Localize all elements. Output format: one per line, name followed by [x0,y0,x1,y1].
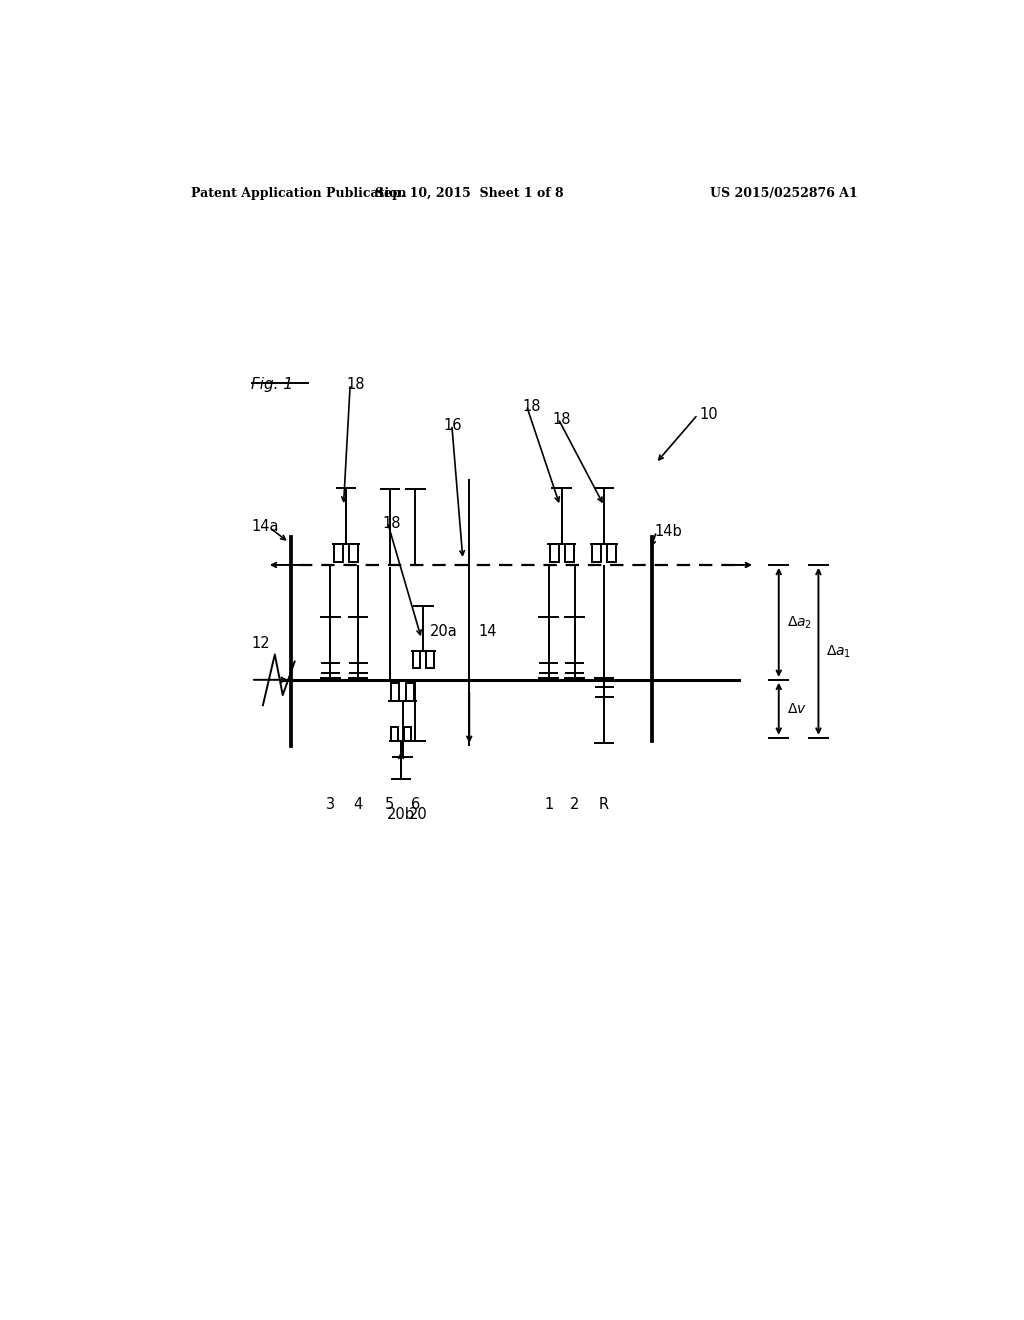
Text: 16: 16 [443,417,463,433]
Text: 18: 18 [346,378,365,392]
Text: 18: 18 [522,399,541,414]
Text: $\Delta a_2$: $\Delta a_2$ [786,614,812,631]
Text: 20: 20 [409,807,428,822]
Text: Sep. 10, 2015  Sheet 1 of 8: Sep. 10, 2015 Sheet 1 of 8 [375,187,563,199]
Bar [391,726,398,741]
Text: 20a: 20a [430,624,458,639]
Bar [413,651,421,668]
Text: Patent Application Publication: Patent Application Publication [191,187,407,199]
Bar [349,544,357,562]
Bar [391,682,399,701]
Bar [565,544,573,562]
Text: R: R [599,797,609,812]
Text: 14: 14 [479,624,498,639]
Bar [607,544,616,562]
Text: 14b: 14b [654,524,682,540]
Text: 5: 5 [385,797,394,812]
Bar [403,726,411,741]
Bar [406,682,415,701]
Bar [592,544,601,562]
Bar [426,651,434,668]
Text: 1: 1 [544,797,553,812]
Bar [334,544,343,562]
Bar [550,544,558,562]
Text: 18: 18 [382,516,400,531]
Text: 4: 4 [353,797,362,812]
Text: 18: 18 [553,412,571,428]
Text: 3: 3 [326,797,335,812]
Text: $\Delta v$: $\Delta v$ [786,702,807,715]
Text: US 2015/0252876 A1: US 2015/0252876 A1 [711,187,858,199]
Text: $\Delta a_1$: $\Delta a_1$ [826,643,852,660]
Text: 10: 10 [699,408,718,422]
Text: 20b: 20b [387,807,415,822]
Text: 6: 6 [411,797,420,812]
Text: 2: 2 [570,797,580,812]
Text: Fig. 1: Fig. 1 [251,378,293,392]
Text: 12: 12 [251,636,269,651]
Text: 14a: 14a [251,519,279,535]
